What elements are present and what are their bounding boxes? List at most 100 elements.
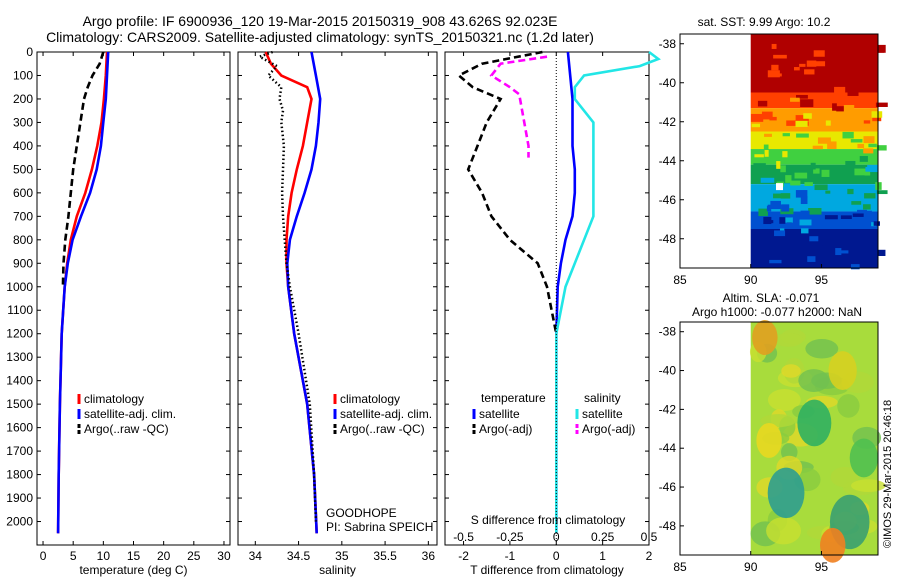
sla-title: Altim. SLA: -0.071 bbox=[723, 291, 820, 305]
sst-texture bbox=[794, 172, 808, 179]
series-salinity-argo-adj bbox=[489, 55, 548, 158]
sst-texture bbox=[825, 120, 831, 126]
sst-texture bbox=[876, 145, 887, 151]
y-tick-label: 1600 bbox=[6, 421, 33, 435]
legend-label: satellite-adj. clim. bbox=[340, 407, 432, 421]
sst-texture bbox=[800, 196, 808, 205]
argo-marker bbox=[776, 183, 783, 191]
legend-label: Argo(-adj) bbox=[582, 422, 635, 436]
sst-texture bbox=[845, 73, 857, 81]
y-tick-label: 1200 bbox=[6, 327, 33, 341]
pi-label: PI: Sabrina SPEICH bbox=[326, 520, 433, 534]
sst-texture bbox=[790, 97, 800, 102]
legend-label: climatology bbox=[340, 392, 400, 406]
y-tick-label: -42 bbox=[659, 402, 677, 416]
y-tick-label: 1700 bbox=[6, 444, 33, 458]
sst-texture bbox=[810, 162, 816, 170]
sla-blob bbox=[756, 422, 782, 458]
sst-texture bbox=[813, 50, 825, 57]
sst-texture bbox=[806, 60, 817, 67]
legend-header-salinity: salinity bbox=[584, 391, 621, 405]
x-tick-label: 34.5 bbox=[287, 549, 311, 563]
s-tick-label: -0.25 bbox=[496, 530, 524, 544]
sst-title: sat. SST: 9.99 Argo: 10.2 bbox=[698, 15, 831, 29]
sst-texture bbox=[788, 254, 795, 262]
sst-texture bbox=[801, 228, 809, 234]
sst-texture bbox=[771, 43, 777, 49]
sst-texture bbox=[828, 70, 838, 74]
sla-texture bbox=[830, 466, 859, 488]
series-salinity-satellite bbox=[554, 50, 661, 534]
x-tick-label: 0 bbox=[553, 549, 560, 563]
sst-texture bbox=[872, 115, 882, 122]
x-tick-label: 95 bbox=[815, 560, 829, 574]
sst-texture bbox=[847, 188, 854, 195]
sst-texture bbox=[821, 169, 830, 177]
sst-texture bbox=[871, 222, 876, 227]
sst-texture bbox=[782, 133, 790, 137]
sst-texture bbox=[795, 94, 808, 99]
map-border bbox=[679, 33, 879, 269]
sla-blob bbox=[797, 399, 832, 447]
y-tick-label: 2000 bbox=[6, 515, 33, 529]
y-tick-label: -48 bbox=[659, 519, 677, 533]
sst-texture bbox=[867, 81, 877, 87]
legend-header-temperature: temperature bbox=[481, 391, 546, 405]
sst-texture bbox=[773, 193, 786, 199]
y-tick-label: 1300 bbox=[6, 350, 33, 364]
sst-texture bbox=[847, 90, 859, 96]
series-satellite-adj-clim bbox=[285, 51, 322, 534]
sst-texture bbox=[796, 133, 809, 138]
sst-texture bbox=[808, 207, 822, 215]
y-tick-label: 1800 bbox=[6, 468, 33, 482]
sst-texture bbox=[780, 193, 791, 199]
sst-texture bbox=[753, 163, 766, 167]
goodhope-label: GOODHOPE bbox=[326, 506, 397, 520]
sst-texture bbox=[800, 99, 814, 107]
y-tick-label: -46 bbox=[659, 480, 677, 494]
y-tick-label: 300 bbox=[13, 115, 33, 129]
x-axis-label: temperature (deg C) bbox=[79, 563, 187, 577]
sst-texture bbox=[795, 190, 808, 198]
x-tick-label: 85 bbox=[673, 560, 687, 574]
sst-texture bbox=[751, 123, 761, 128]
sst-texture bbox=[865, 166, 878, 172]
difference-panel: -2 -1 0 1 2 T difference from climatology -0.5… bbox=[444, 50, 661, 577]
sla-blob bbox=[849, 438, 878, 478]
sst-texture bbox=[795, 120, 808, 127]
sla-blob bbox=[767, 467, 805, 519]
legend-label: Argo(..raw -QC) bbox=[340, 422, 425, 436]
s-tick-label: 0.25 bbox=[591, 530, 615, 544]
sst-texture bbox=[817, 137, 831, 144]
series-argo-raw-qc bbox=[61, 51, 105, 287]
sla-texture bbox=[805, 339, 839, 359]
y-tick-label: 900 bbox=[13, 256, 33, 270]
x-tick-label: -2 bbox=[458, 549, 469, 563]
x-axis-label: salinity bbox=[319, 563, 356, 577]
y-tick-label: 700 bbox=[13, 209, 33, 223]
sst-map: sat. SST: 9.99 Argo: 10.2 85 90 95 -38 -40 -42… bbox=[659, 15, 888, 287]
sst-texture bbox=[840, 215, 852, 220]
sla-texture bbox=[767, 388, 801, 411]
y-tick-label: 200 bbox=[13, 92, 33, 106]
sst-texture bbox=[762, 54, 774, 61]
x-tick-label: 2 bbox=[646, 549, 653, 563]
sst-texture bbox=[785, 175, 792, 183]
sst-texture bbox=[836, 250, 849, 254]
sst-texture bbox=[776, 161, 781, 169]
sst-texture bbox=[782, 217, 793, 223]
sst-texture bbox=[764, 150, 769, 157]
sla-texture bbox=[781, 364, 801, 378]
x-tick-label: 5 bbox=[70, 549, 77, 563]
sst-texture bbox=[863, 148, 874, 154]
y-tick-label: 800 bbox=[13, 233, 33, 247]
sst-texture bbox=[834, 86, 846, 95]
sst-texture bbox=[750, 113, 764, 122]
sst-texture bbox=[757, 100, 768, 107]
sst-texture bbox=[782, 151, 788, 158]
sst-texture bbox=[840, 46, 846, 52]
sla-texture bbox=[774, 332, 803, 347]
x-tick-label: 20 bbox=[157, 549, 171, 563]
sst-texture bbox=[827, 141, 837, 149]
